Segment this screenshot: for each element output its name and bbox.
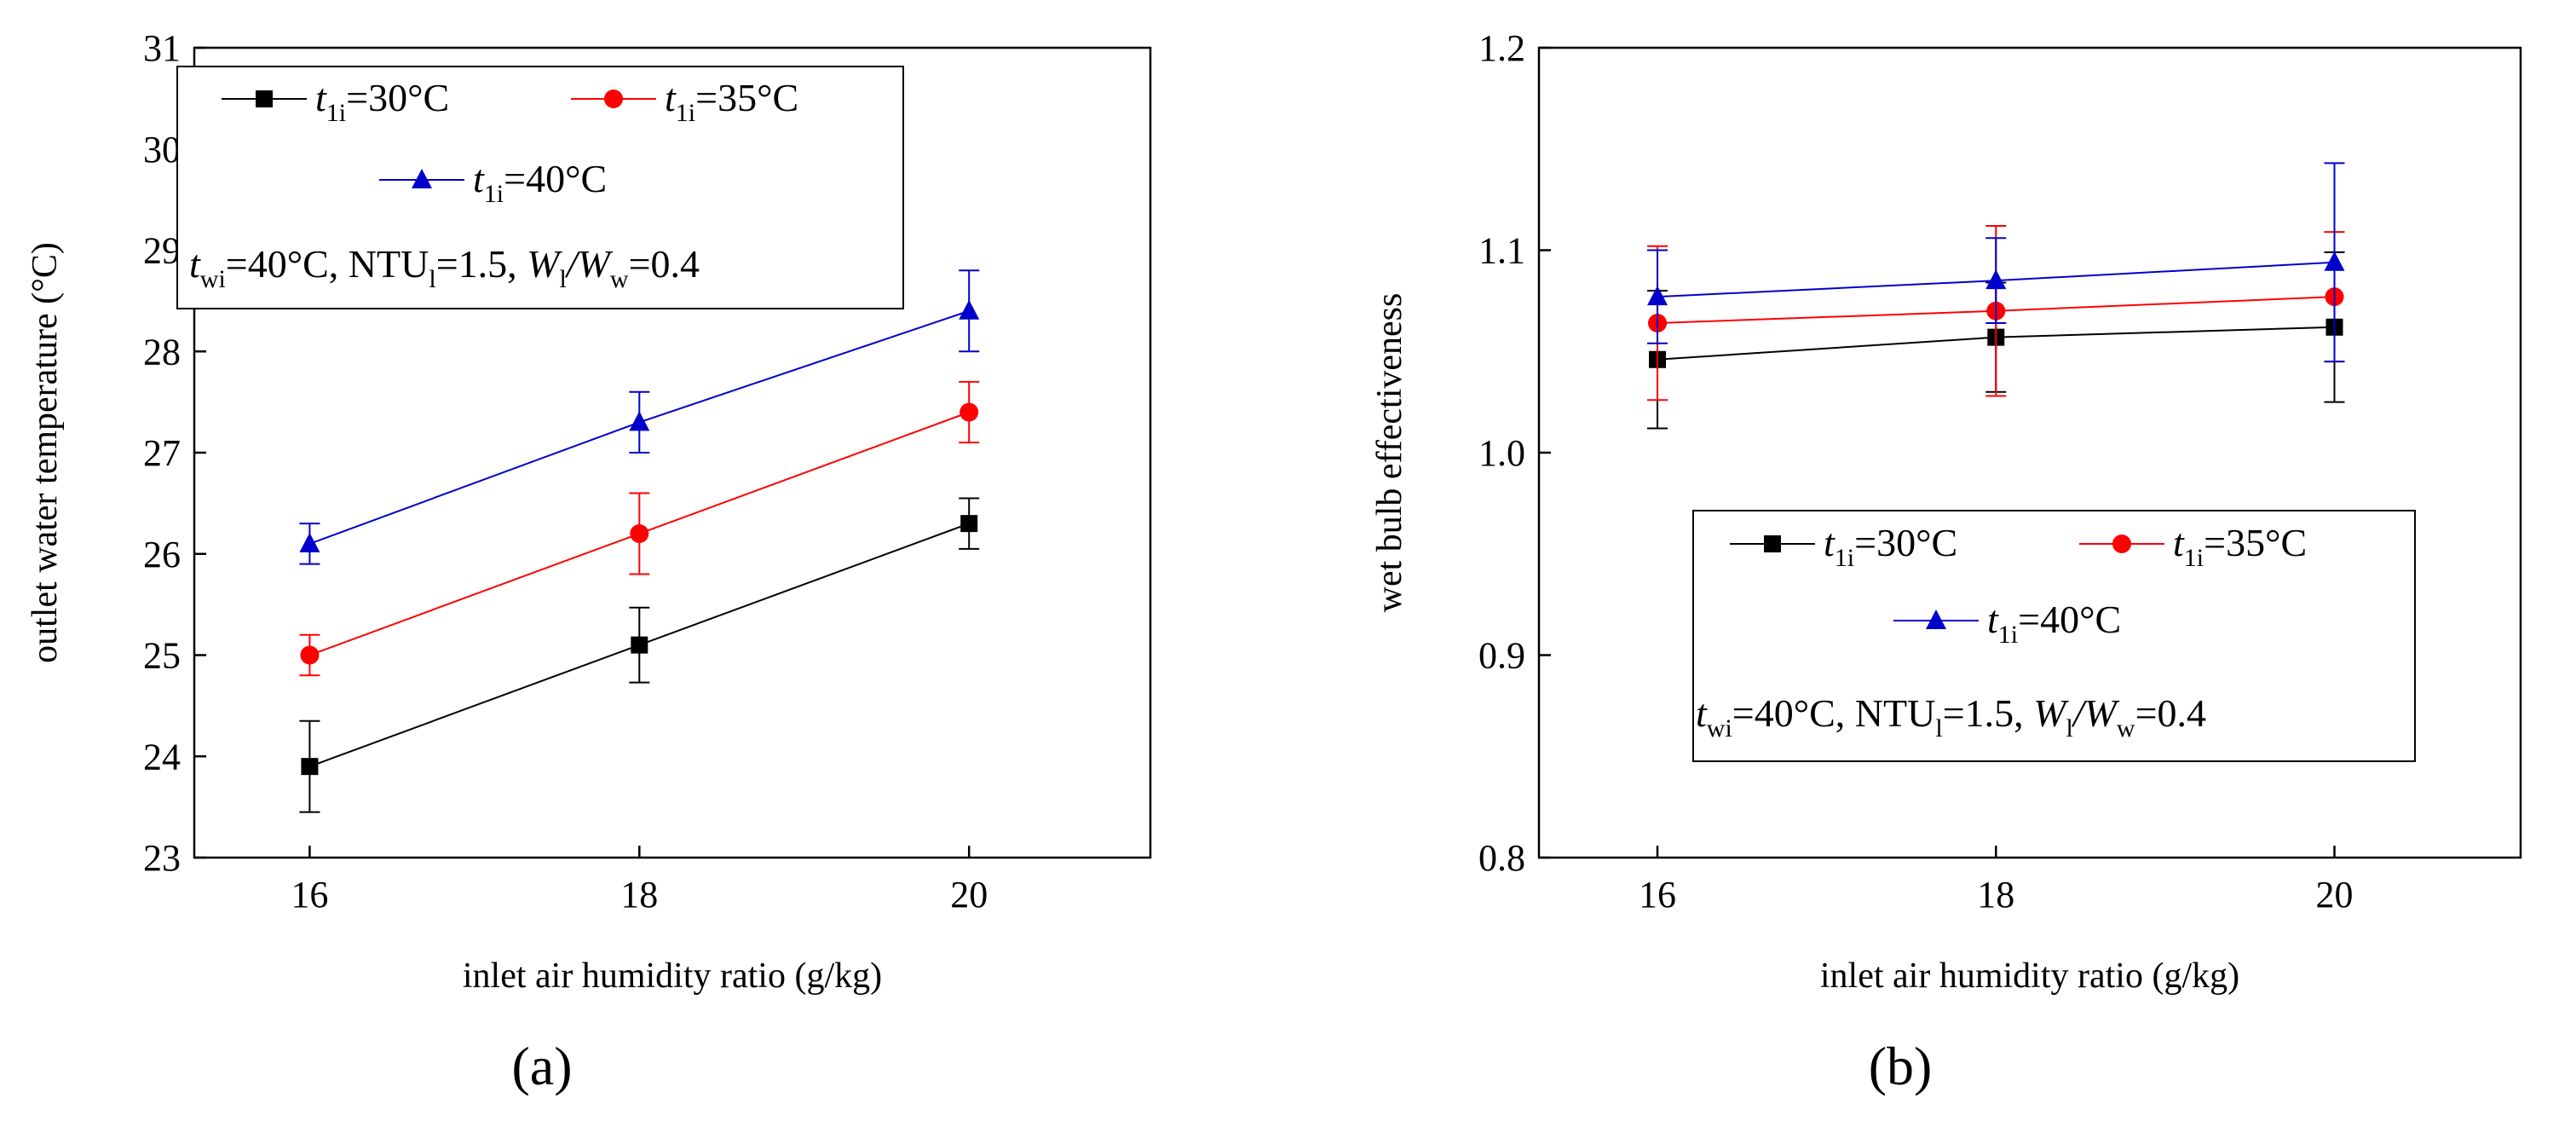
legend-box	[1692, 510, 2416, 762]
y-tick-label: 30	[143, 129, 181, 170]
x-tick-label: 20	[950, 874, 988, 916]
x-axis-label: inlet air humidity ratio (g/kg)	[463, 956, 882, 996]
y-tick-label: 1.1	[1478, 230, 1525, 272]
x-tick-label: 16	[291, 874, 328, 916]
legend: t1i=30°C t1i=35°C t1i=40°C twi=40°C, NTUl=1…	[176, 66, 904, 309]
y-tick-label: 0.9	[1478, 635, 1525, 677]
conditions-label: twi=40°C, NTUl=1.5, Wl/Ww=0.4	[1696, 691, 2206, 743]
y-tick-label: 0.8	[1478, 837, 1525, 879]
legend-marker	[1926, 610, 1946, 629]
legend-label: t1i=35°C	[2173, 521, 2307, 572]
data-point	[629, 411, 650, 431]
legend-label: t1i=40°C	[1987, 598, 2121, 649]
y-axis-label: wet bulb effectiveness	[1370, 293, 1409, 613]
legend-box	[176, 66, 904, 309]
data-point	[2324, 251, 2345, 271]
data-point	[960, 402, 979, 422]
legend-marker	[2112, 534, 2131, 553]
legend-label: t1i=40°C	[473, 157, 607, 208]
legend-label: t1i=35°C	[665, 76, 798, 127]
x-axis-label: inlet air humidity ratio (g/kg)	[1820, 956, 2239, 996]
series-0	[299, 497, 980, 813]
chart-panel-a: 23 24 25 26 27 28 29 30 31 16 18 20 inlet air humidi…	[26, 27, 1152, 1096]
x-tick-label: 16	[1639, 874, 1676, 916]
data-point	[1647, 286, 1668, 306]
x-tick-label: 18	[620, 874, 658, 916]
series-1	[299, 380, 980, 677]
y-tick-label: 1.2	[1478, 27, 1525, 69]
legend-marker	[256, 90, 273, 107]
series-2	[299, 269, 980, 565]
y-tick-label: 27	[143, 432, 181, 474]
y-tick-label: 31	[143, 27, 181, 69]
y-axis-label: outlet water temperature (°C)	[26, 242, 65, 663]
y-tick-label: 25	[143, 635, 181, 677]
panel-label: (b)	[1869, 1036, 1933, 1096]
y-tick-label: 29	[143, 230, 181, 272]
y-tick-label: 23	[143, 837, 181, 879]
legend: t1i=30°C t1i=35°C t1i=40°C twi=40°C, NTUl=1…	[1692, 510, 2416, 762]
data-point	[631, 636, 648, 654]
y-tick-label: 24	[143, 736, 181, 777]
legend-marker	[604, 90, 623, 108]
y-tick-label: 26	[143, 534, 181, 575]
y-tick-label: 28	[143, 331, 181, 373]
chart-panel-b: 0.8 0.9 1.0 1.1 1.2 16 18 20 inlet air humidity …	[1370, 27, 2522, 1096]
data-point	[630, 524, 649, 543]
data-point	[299, 532, 320, 552]
y-tick-label: 1.0	[1478, 432, 1525, 474]
legend-label: t1i=30°C	[1824, 521, 1957, 572]
data-point	[1985, 269, 2007, 290]
series-2	[1647, 162, 2345, 363]
data-point	[960, 515, 978, 533]
data-point	[300, 645, 320, 665]
conditions-label: twi=40°C, NTUl=1.5, Wl/Ww=0.4	[189, 242, 700, 293]
data-point	[301, 758, 319, 776]
legend-marker	[412, 169, 432, 188]
panel-label: (a)	[511, 1036, 572, 1096]
legend-label: t1i=30°C	[315, 76, 449, 127]
legend-marker	[1764, 535, 1781, 552]
data-point	[959, 299, 980, 320]
x-tick-label: 20	[2316, 874, 2354, 916]
x-tick-label: 18	[1977, 874, 2014, 916]
